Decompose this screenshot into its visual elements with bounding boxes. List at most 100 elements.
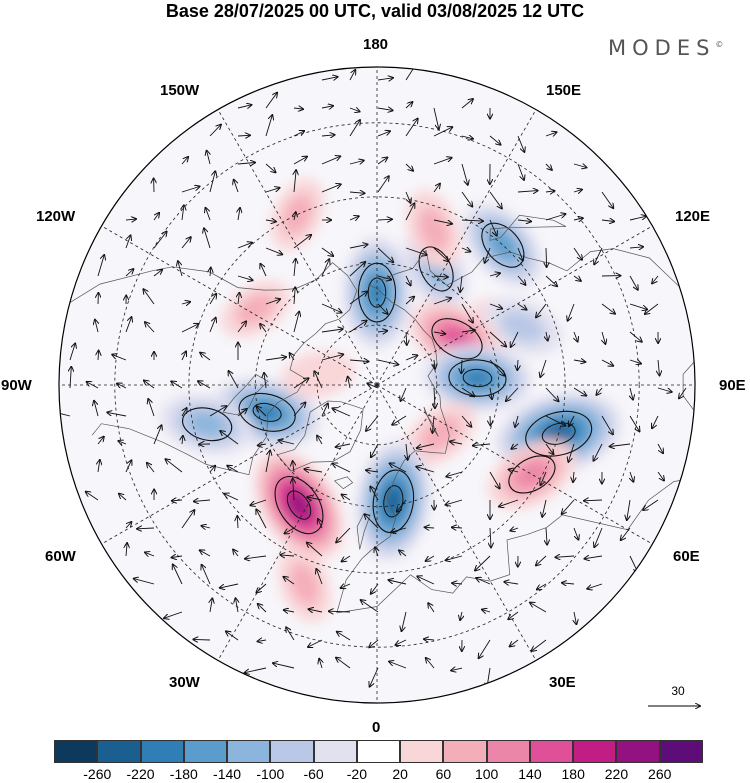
colorbar-cell-1 <box>97 740 141 763</box>
wind-arrow <box>321 329 343 332</box>
wind-arrow <box>489 191 502 208</box>
wind-arrow <box>210 466 215 473</box>
wind-arrow <box>461 359 462 373</box>
wind-arrow <box>629 303 647 309</box>
wind-arrow <box>307 497 323 500</box>
wind-arrow <box>375 547 378 557</box>
wind-arrow <box>405 355 417 361</box>
wind-arrow <box>585 556 603 559</box>
wind-arrow <box>349 161 364 165</box>
contour-13 <box>182 407 233 442</box>
wind-arrow <box>425 527 435 528</box>
wind-arrow <box>433 127 452 137</box>
wind-arrow <box>377 276 391 280</box>
wind-arrow <box>627 499 630 520</box>
wind-arrow <box>341 584 351 588</box>
wind-arrow <box>229 371 239 389</box>
wind-arrow <box>258 444 267 446</box>
colorbar-tick-label: 20 <box>392 766 408 782</box>
wind-arrow <box>537 583 547 589</box>
wind-arrow <box>377 247 393 262</box>
wind-arrow <box>94 401 99 417</box>
wind-arrow <box>153 270 162 277</box>
anomaly-neg-4-level-1 <box>499 310 545 343</box>
wind-arrow <box>517 275 525 285</box>
wind-arrow <box>405 191 411 203</box>
wind-arrow <box>181 237 191 249</box>
wind-arrow <box>336 527 351 542</box>
wind-arrow <box>117 384 127 389</box>
meridian-210 <box>217 109 378 386</box>
colorbar-tick-label: -20 <box>346 766 367 782</box>
wind-arrow <box>629 216 646 221</box>
wind-arrow <box>489 273 500 276</box>
wind-arrow <box>461 163 468 185</box>
wind-arrow <box>333 408 351 417</box>
wind-arrow <box>293 312 299 333</box>
brand-mark: © <box>715 40 724 49</box>
wind-arrow <box>329 611 351 612</box>
contour-inner-10 <box>383 485 404 518</box>
wind-arrow <box>321 135 335 136</box>
colorbar-cell-10 <box>486 740 530 763</box>
wind-arrow <box>336 658 351 669</box>
wind-arrow <box>377 108 393 110</box>
wind-arrow <box>260 324 267 333</box>
colorbar-tick-label: 180 <box>561 766 585 782</box>
wind-arrow <box>508 611 519 619</box>
wind-arrow <box>237 275 253 280</box>
wind-arrow <box>546 247 547 267</box>
wind-arrow <box>517 220 531 221</box>
wind-arrow <box>574 331 578 342</box>
wind-arrow <box>349 70 355 81</box>
wind-arrow <box>293 461 294 473</box>
wind-arrow <box>256 510 267 529</box>
wind-arrow <box>321 247 333 256</box>
wind-arrow <box>541 471 547 485</box>
wind-arrow <box>237 321 246 333</box>
wind-arrow <box>321 303 342 313</box>
wind-arrow <box>573 218 583 220</box>
meridian-330 <box>217 384 378 661</box>
wind-arrow <box>573 527 578 540</box>
wind-arrow <box>545 214 565 221</box>
wind-arrow <box>250 499 267 505</box>
wind-arrow <box>125 522 131 529</box>
meridian-240 <box>101 225 378 386</box>
wind-arrow <box>569 415 575 426</box>
wind-arrow <box>304 469 323 472</box>
wind-arrow <box>584 500 603 501</box>
wind-arrow <box>510 639 519 646</box>
wind-arrow <box>361 600 379 613</box>
wind-arrow <box>536 303 547 317</box>
wind-arrow <box>601 359 613 366</box>
lon-label-90w: 90W <box>1 377 32 394</box>
wind-arrow <box>461 415 471 427</box>
colorbar-cell-13 <box>616 740 660 763</box>
wind-arrow <box>293 403 305 417</box>
contour-inner-12 <box>252 402 282 422</box>
wind-arrow <box>294 287 295 305</box>
wind-arrow <box>568 443 575 462</box>
wind-arrow <box>181 324 199 333</box>
wind-arrow <box>405 297 414 305</box>
wind-arrow <box>137 528 155 529</box>
wind-arrow <box>460 275 462 292</box>
wind-arrow <box>546 527 547 545</box>
wind-arrow <box>545 191 554 192</box>
wind-arrow <box>321 77 338 80</box>
wind-arrow <box>178 261 183 277</box>
colorbar-tick-label: -60 <box>303 766 324 782</box>
wind-arrow <box>321 156 340 165</box>
wind-arrow <box>391 527 407 532</box>
colorbar-cell-9 <box>443 740 487 763</box>
wind-arrow <box>234 180 239 193</box>
wind-arrow <box>227 466 239 473</box>
wind-arrow <box>377 219 392 220</box>
wind-arrow <box>265 163 276 172</box>
wind-arrow <box>450 442 463 445</box>
wind-arrow <box>433 247 448 261</box>
colorbar-tick-label: 260 <box>648 766 672 782</box>
wind-arrow <box>475 555 491 571</box>
wind-arrow <box>224 494 239 501</box>
